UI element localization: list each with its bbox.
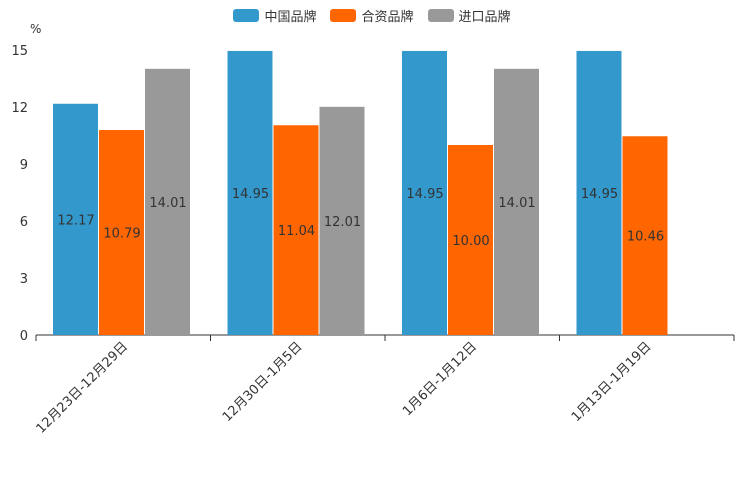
x-tick-label: 12月30日-1月5日	[220, 339, 306, 425]
bar-2-0	[145, 68, 190, 335]
bar-2-1	[319, 106, 365, 335]
data-label-0-3: 14.95	[581, 187, 618, 202]
bar-1-0	[99, 129, 144, 335]
bar-2-2	[494, 68, 539, 335]
y-tick-label: 0	[20, 329, 28, 344]
data-label-2-0: 14.01	[149, 196, 186, 211]
legend-swatch-china-brand	[233, 9, 260, 22]
bar-0-2	[402, 50, 447, 335]
bar-1-1	[273, 125, 319, 336]
x-tick-label: 1月6日-1月12日	[400, 339, 480, 419]
data-label-1-3: 10.46	[627, 230, 664, 245]
legend-item-china-brand[interactable]: 中国品牌	[233, 6, 316, 25]
bar-0-3	[576, 50, 622, 335]
y-tick-label: 15	[11, 44, 28, 59]
legend-swatch-joint-venture-brand	[330, 9, 357, 22]
data-label-2-2: 14.01	[498, 196, 535, 211]
data-label-1-0: 10.79	[103, 226, 140, 241]
y-tick-label: 12	[11, 101, 28, 116]
legend-label-joint-venture-brand: 合资品牌	[361, 10, 414, 25]
x-tick-label: 12月23日-12月29日	[34, 339, 131, 436]
legend-item-imported-brand[interactable]: 进口品牌	[427, 6, 511, 25]
legend-item-joint-venture-brand[interactable]: 合资品牌	[330, 6, 414, 25]
legend-label-china-brand: 中国品牌	[264, 10, 317, 25]
legend: 中国品牌 合资品牌 进口品牌	[0, 6, 744, 25]
legend-label-imported-brand: 进口品牌	[458, 10, 511, 25]
bar-0-1	[227, 50, 273, 335]
data-label-0-2: 14.95	[406, 187, 443, 202]
x-tick-label: 1月13日-1月19日	[569, 339, 655, 425]
data-label-0-0: 12.17	[57, 213, 94, 228]
legend-swatch-imported-brand	[427, 9, 454, 22]
bar-1-3	[622, 136, 668, 335]
data-label-1-2: 10.00	[452, 234, 489, 249]
y-tick-label: 6	[20, 215, 28, 230]
y-axis-unit-label: %	[30, 22, 41, 36]
y-tick-label: 9	[20, 158, 28, 173]
data-label-1-1: 11.04	[278, 224, 315, 239]
data-label-2-1: 12.01	[324, 215, 361, 230]
data-label-0-1: 14.95	[232, 187, 269, 202]
bar-0-0	[53, 103, 98, 336]
y-tick-label: 3	[20, 272, 28, 287]
bar-1-2	[448, 145, 493, 335]
